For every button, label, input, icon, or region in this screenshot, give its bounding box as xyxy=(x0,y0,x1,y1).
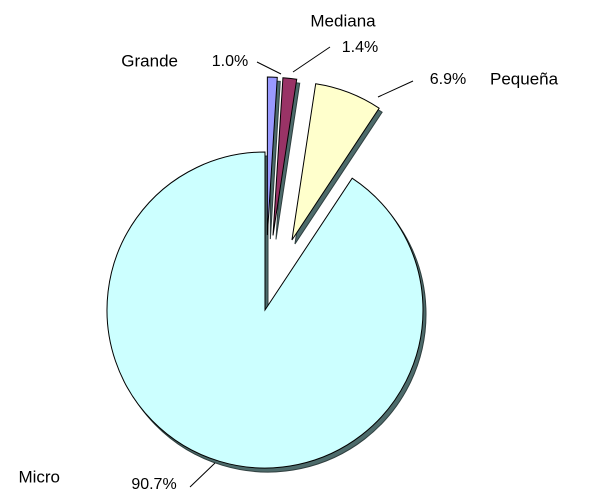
slice xyxy=(291,83,380,241)
leader-line xyxy=(292,46,331,73)
slice-name: Micro xyxy=(18,467,60,486)
slice xyxy=(272,77,298,236)
slice-value-label: 1.0% xyxy=(212,53,248,70)
leader-line xyxy=(189,462,216,488)
slice-name: Mediana xyxy=(310,11,376,30)
slice-name: Pequeña xyxy=(490,69,559,88)
slice xyxy=(106,151,424,469)
slice-name: Grande xyxy=(121,51,178,70)
leader-line xyxy=(377,80,414,98)
slice-value-label: 6.9% xyxy=(430,71,466,88)
leader-line xyxy=(256,61,282,75)
slice xyxy=(266,76,278,236)
slice-value-label: 1.4% xyxy=(342,39,378,56)
slice-value-label: 90.7% xyxy=(131,476,176,493)
